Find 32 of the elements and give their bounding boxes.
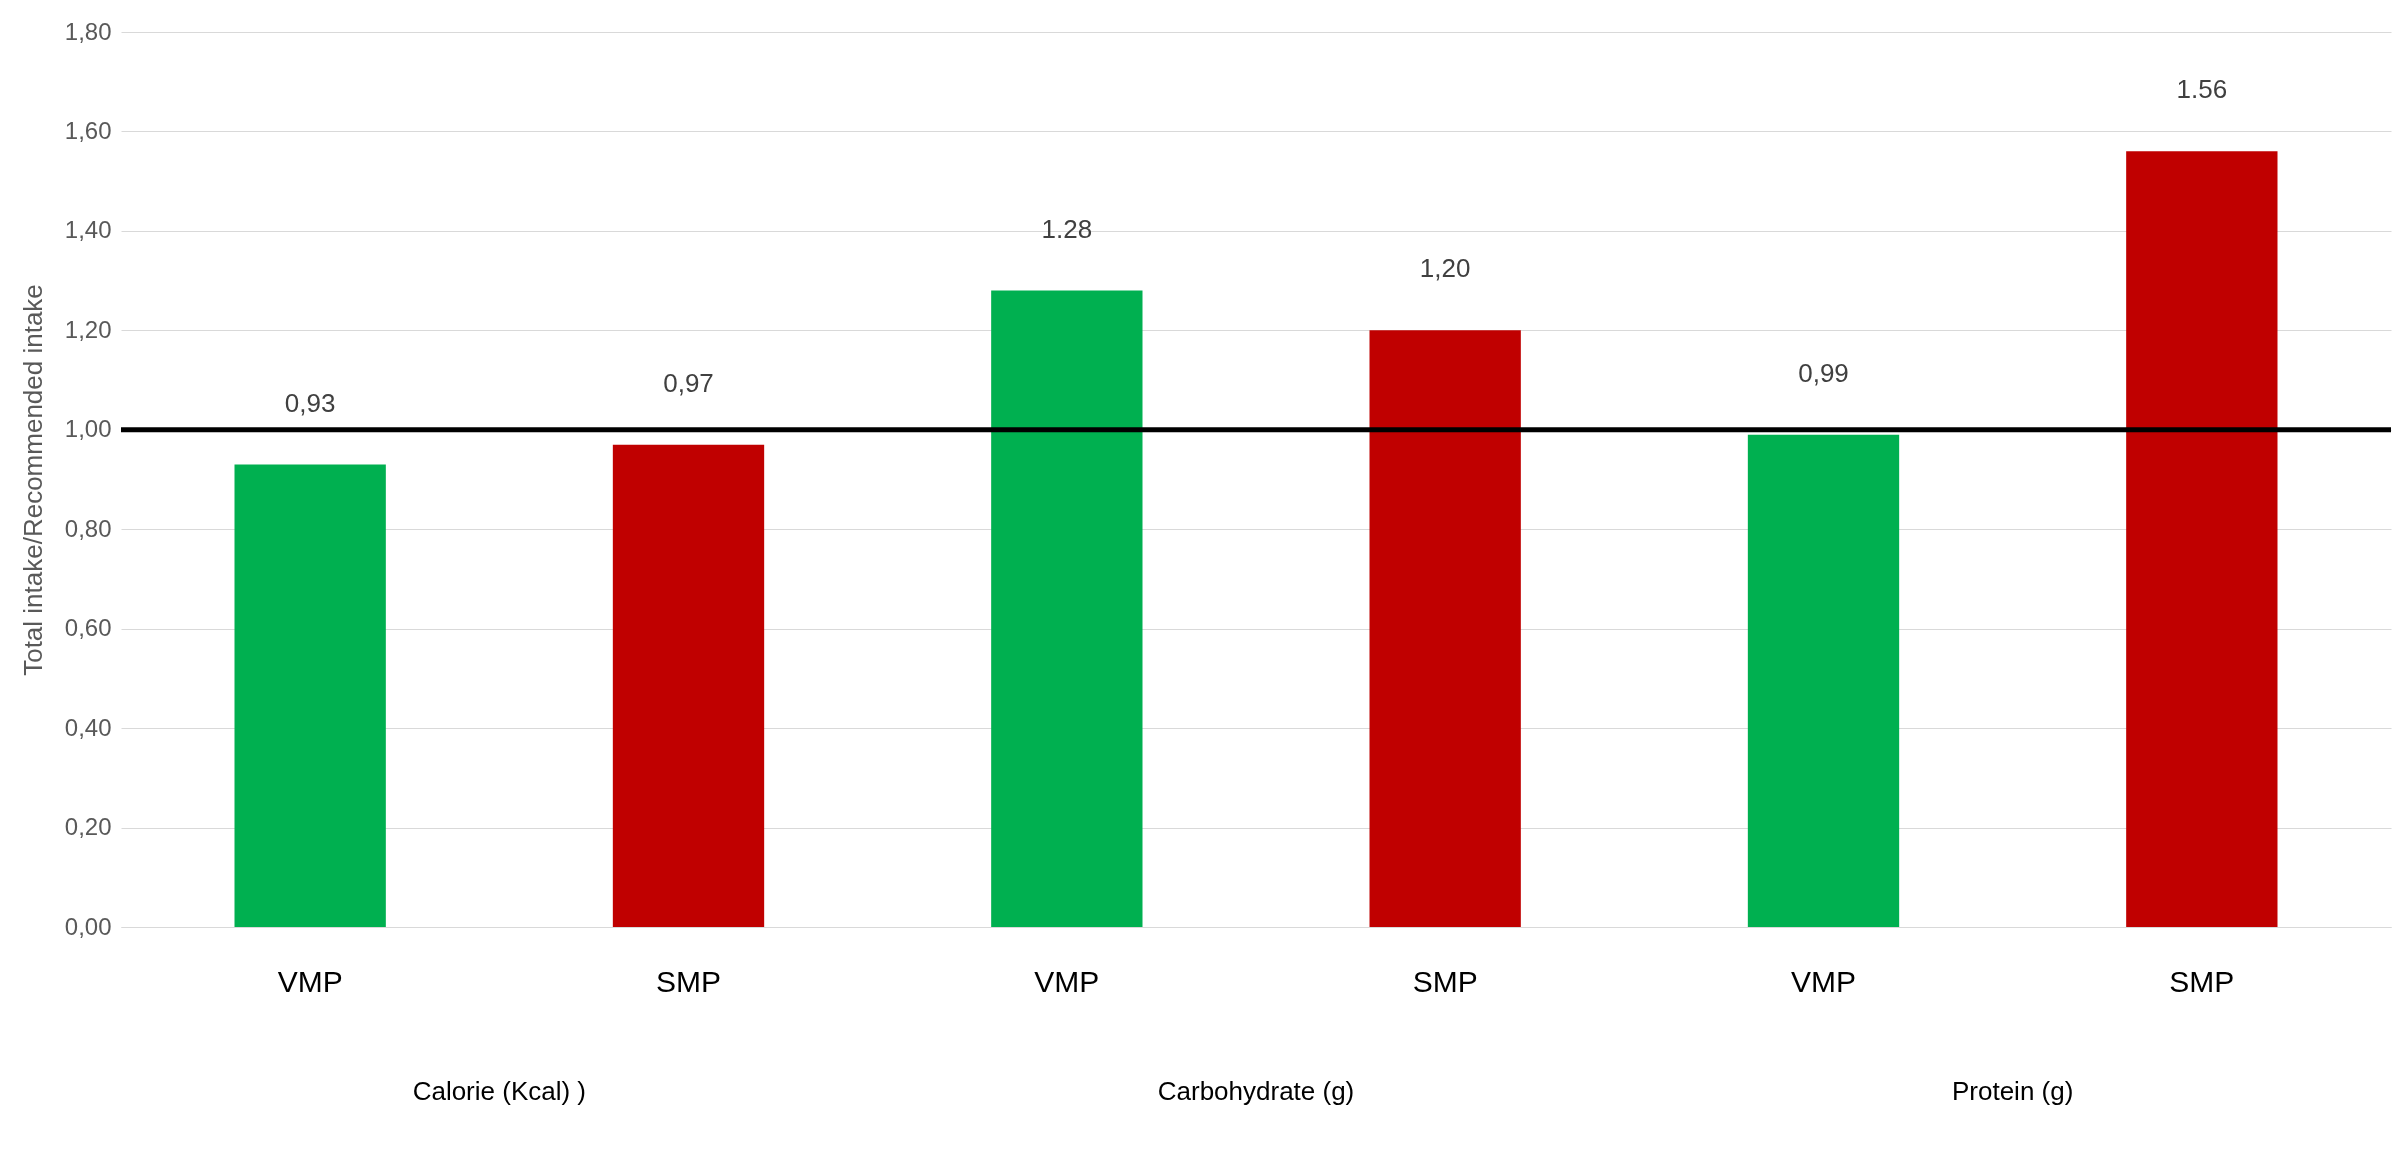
bar: [1747, 434, 1900, 927]
y-tick-label: 0,40: [64, 713, 112, 741]
x-tick-label: VMP: [1790, 964, 1857, 998]
data-label: 0,93: [284, 387, 336, 418]
y-tick-label: 1,20: [64, 315, 112, 343]
bar: [612, 444, 765, 927]
data-label: 0,99: [1798, 357, 1849, 388]
y-tick-label: 0,60: [64, 614, 112, 642]
bar: [991, 290, 1143, 927]
y-tick-label: 1,80: [64, 17, 112, 45]
x-tick-label: VMP: [1034, 964, 1100, 998]
y-tick-label: 1,60: [64, 116, 112, 144]
bar: [1369, 330, 1521, 927]
x-tick-label: SMP: [1412, 964, 1478, 998]
x-tick-label: SMP: [655, 964, 722, 998]
bar: [234, 464, 386, 927]
y-tick-label: 1,00: [64, 415, 112, 443]
y-tick-label: 0,00: [64, 912, 112, 940]
y-tick-label: 0,80: [64, 514, 112, 542]
data-label: 1.56: [2176, 74, 2228, 105]
x-tick-label: VMP: [277, 964, 343, 998]
text: Calorie (Kcal) ): [412, 1076, 587, 1106]
data-label: 1.28: [1041, 213, 1093, 244]
y-tick-label: 0,20: [64, 813, 112, 841]
x-tick-label: SMP: [2169, 964, 2235, 998]
y-tick-label: 1,40: [64, 216, 112, 244]
text: Protein (g): [1951, 1076, 2074, 1106]
text: Carbohydrate (g): [1157, 1076, 1355, 1106]
data-label: 1,20: [1419, 253, 1471, 284]
y-axis-title: Total intake/Recommended intake: [17, 284, 48, 676]
bar: [2126, 151, 2278, 927]
data-label: 0,97: [663, 367, 714, 398]
